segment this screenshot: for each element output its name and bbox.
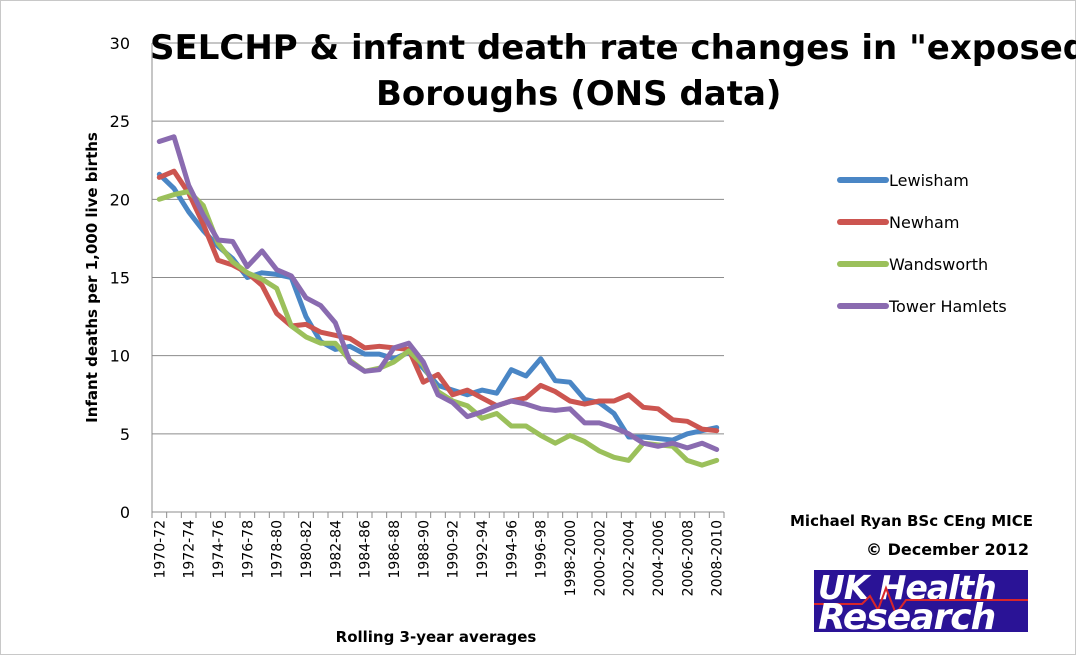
x-tick-label: 1996-98 bbox=[534, 520, 550, 579]
credit-author: Michael Ryan BSc CEng MICE bbox=[790, 512, 1033, 530]
y-tick-label: 20 bbox=[110, 190, 130, 209]
y-tick-label: 5 bbox=[120, 425, 130, 444]
legend-label: Tower Hamlets bbox=[888, 297, 1007, 316]
y-axis-title: Infant deaths per 1,000 live births bbox=[83, 132, 101, 423]
x-tick-label: 1982-84 bbox=[328, 520, 344, 579]
legend-label: Wandsworth bbox=[889, 255, 988, 274]
x-tick-label: 1976-78 bbox=[240, 520, 256, 579]
y-tick-label: 15 bbox=[110, 269, 130, 288]
x-tick-label: 1978-80 bbox=[270, 520, 286, 579]
y-tick-label: 25 bbox=[110, 112, 130, 131]
x-tick-label: 2004-2006 bbox=[651, 520, 667, 596]
x-tick-label: 1992-94 bbox=[475, 520, 491, 579]
legend-label: Lewisham bbox=[889, 171, 969, 190]
series-line-wandsworth bbox=[159, 192, 716, 466]
uk-health-research-logo: UK Health Research bbox=[814, 570, 1028, 632]
logo-line-2: Research bbox=[818, 597, 995, 632]
x-tick-label: 1998-2000 bbox=[563, 520, 579, 596]
x-tick-label: 1988-90 bbox=[416, 520, 432, 579]
x-tick-label: 2002-2004 bbox=[622, 520, 638, 596]
x-tick-label: 1994-96 bbox=[504, 520, 520, 579]
x-tick-label: 2008-2010 bbox=[710, 520, 726, 596]
x-tick-label: 2006-2008 bbox=[680, 520, 696, 596]
series-line-tower-hamlets bbox=[159, 137, 716, 450]
x-tick-label: 1986-88 bbox=[387, 520, 403, 579]
y-tick-label: 0 bbox=[120, 503, 130, 522]
legend-label: Newham bbox=[889, 213, 959, 232]
credit-date: © December 2012 bbox=[866, 540, 1029, 559]
x-tick-label: 1984-86 bbox=[358, 520, 374, 579]
x-tick-label: 1990-92 bbox=[446, 520, 462, 579]
x-axis-title: Rolling 3-year averages bbox=[336, 628, 537, 646]
chart-title-line-2: Boroughs (ONS data) bbox=[376, 74, 781, 114]
x-tick-label: 1974-76 bbox=[211, 520, 227, 579]
x-tick-label: 1980-82 bbox=[299, 520, 315, 579]
x-tick-label: 1970-72 bbox=[152, 520, 168, 579]
x-tick-label: 1972-74 bbox=[182, 520, 198, 579]
y-tick-label: 30 bbox=[110, 34, 130, 53]
y-tick-label: 10 bbox=[110, 347, 130, 366]
chart-title-line-1: SELCHP & infant death rate changes in "e… bbox=[150, 28, 1076, 68]
x-tick-label: 2000-2002 bbox=[592, 520, 608, 596]
